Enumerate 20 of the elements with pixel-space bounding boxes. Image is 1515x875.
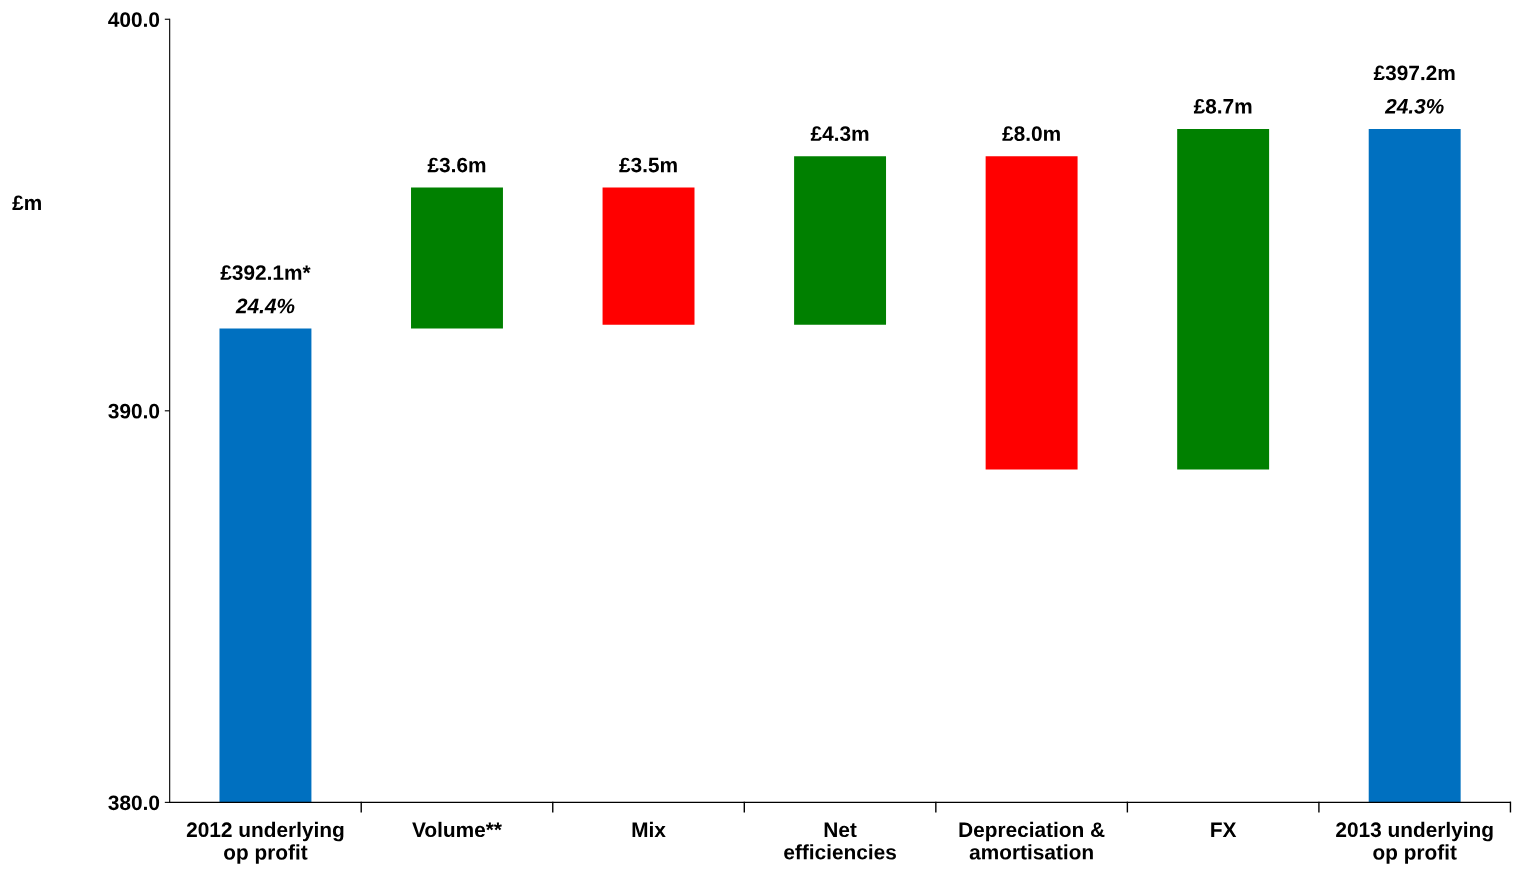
y-tick-label: 390.0	[108, 403, 160, 419]
data-label: £397.2m	[1373, 65, 1455, 81]
x-tick-label: Depreciation & amortisation	[959, 821, 1105, 860]
x-tick-label: 2012 underlying op profit	[186, 821, 344, 864]
y-tick-label: 400.0	[108, 12, 160, 27]
data-label: £3.6m	[427, 157, 486, 173]
y-axis-title: £m	[12, 195, 41, 210]
annotation: 24.4%	[235, 298, 295, 314]
x-tick-label: FX	[1211, 822, 1237, 837]
annotation: 24.3%	[1384, 98, 1444, 114]
x-tick-label: 2013 underlying op profit	[1336, 821, 1493, 864]
y-tick-label: 380.0	[108, 795, 160, 811]
x-tick-label: Mix	[632, 821, 666, 837]
data-label: £392.1m*	[220, 265, 311, 281]
x-tick-label: Net efficiencies	[784, 822, 896, 860]
data-label: £4.3m	[810, 126, 869, 142]
data-label: £3.5m	[619, 157, 677, 173]
data-label: £8.0m	[1002, 126, 1060, 142]
data-label: £8.7m	[1193, 98, 1252, 114]
x-tick-label: Volume**	[412, 821, 502, 838]
